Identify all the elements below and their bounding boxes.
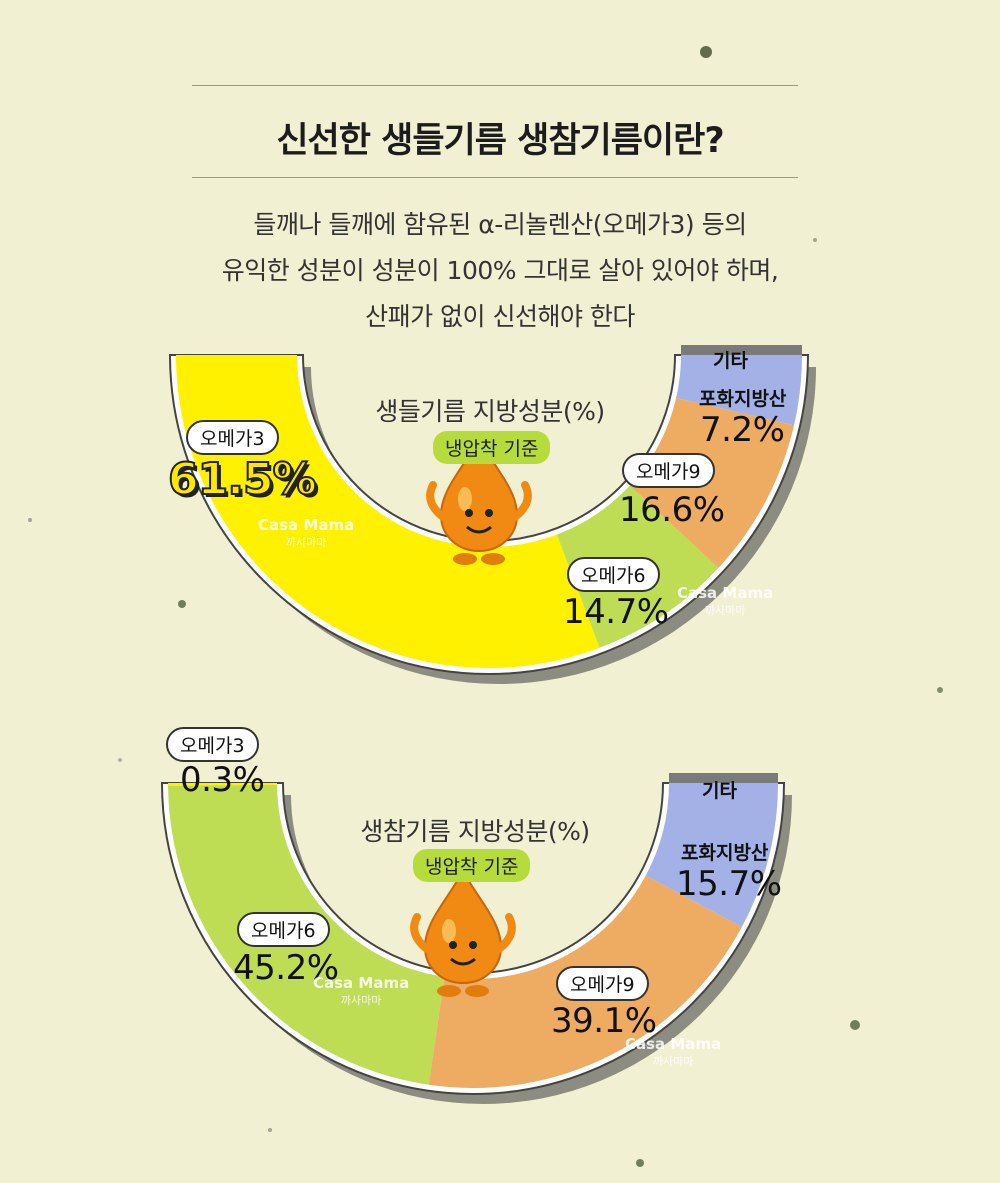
perilla-watermark-left: Casa Mama 까사마마	[258, 517, 354, 551]
sesame-omega9-value: 39.1%	[551, 1001, 657, 1041]
perilla-other-label: 기타	[713, 350, 748, 372]
perilla-watermark-right: Casa Mama 까사마마	[677, 585, 773, 619]
perilla-omega6-value: 14.7%	[563, 592, 669, 632]
title-bottom-rule	[192, 177, 798, 178]
perilla-oil-drop-mascot	[426, 434, 532, 565]
watermark-brand-kr-text: 까사마마	[652, 1055, 694, 1068]
sesame-omega9-label: 오메가9	[556, 966, 649, 1001]
perilla-segment-other-cap	[681, 345, 802, 355]
perilla-saturated-label: 포화지방산	[699, 388, 787, 410]
perilla-omega3-value: 61.5%	[167, 453, 318, 506]
intro-line-3: 산패가 없이 신선해야 한다	[365, 302, 635, 331]
watermark-brand-kr-text: 까사마마	[704, 604, 746, 617]
sesame-omega3-value: 0.3%	[180, 760, 265, 800]
sesame-saturated-label: 포화지방산	[681, 842, 769, 864]
sesame-watermark-left: Casa Mama 까사마마	[313, 975, 409, 1009]
sesame-oil-drop-mascot	[410, 866, 516, 997]
sesame-omega6-label: 오메가6	[237, 912, 330, 947]
perilla-segment-omega3	[176, 355, 600, 669]
sesame-omega3-label: 오메가3	[166, 727, 259, 762]
perilla-omega9-label: 오메가9	[622, 453, 715, 488]
watermark-brand-kr-text: 까사마마	[340, 994, 382, 1007]
watermark-brand-text: Casa Mama	[677, 584, 774, 602]
perilla-omega3-label: 오메가3	[186, 420, 279, 455]
perilla-omega9-value: 16.6%	[619, 490, 725, 530]
watermark-brand-kr-text: 까사마마	[285, 536, 327, 549]
sesame-segment-saturated	[645, 783, 778, 928]
watermark-brand-text: Casa Mama	[625, 1035, 722, 1053]
intro-line-1: 들깨나 들깨에 함유된 α-리놀렌산(오메가3) 등의	[253, 210, 747, 239]
sesame-omega6-value: 45.2%	[233, 948, 339, 988]
perilla-saturated-value: 7.2%	[700, 410, 785, 450]
sesame-watermark-right: Casa Mama 까사마마	[625, 1036, 721, 1070]
perilla-chart-subtitle-badge: 냉압착 기준	[433, 431, 551, 464]
sesame-chart-title: 생참기름 지방성분(%)	[360, 817, 590, 846]
sesame-segment-omega3	[168, 783, 278, 786]
perilla-segment-saturated	[676, 355, 802, 426]
watermark-brand-text: Casa Mama	[258, 516, 355, 534]
sesame-other-label: 기타	[702, 780, 737, 802]
perilla-omega6-label: 오메가6	[567, 557, 660, 592]
perilla-segment-omega9	[629, 398, 795, 568]
intro-line-2: 유익한 성분이 성분이 100% 그대로 살아 있어야 하며,	[221, 256, 779, 285]
perilla-chart-title: 생들기름 지방성분(%)	[375, 397, 605, 426]
sesame-saturated-value: 15.7%	[676, 864, 782, 904]
title-top-rule	[192, 85, 798, 86]
intro-text: 들깨나 들깨에 함유된 α-리놀렌산(오메가3) 등의 유익한 성분이 성분이 …	[0, 202, 1000, 340]
page-title: 신선한 생들기름 생참기름이란?	[276, 121, 724, 161]
sesame-segment-other-cap	[669, 773, 778, 783]
watermark-brand-text: Casa Mama	[313, 974, 410, 992]
sesame-chart-subtitle-badge: 냉압착 기준	[413, 849, 531, 882]
